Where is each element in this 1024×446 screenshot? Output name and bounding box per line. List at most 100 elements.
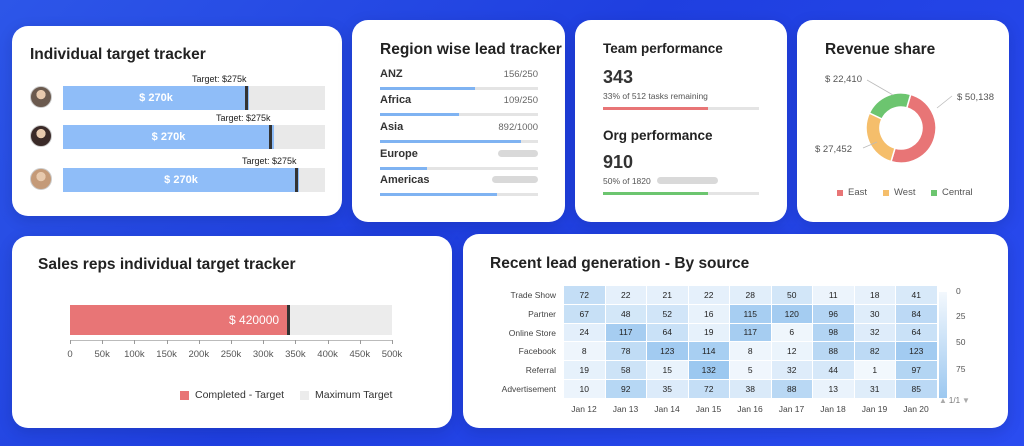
- heatmap-cell[interactable]: 11: [813, 286, 854, 304]
- heatmap-cell[interactable]: 52: [647, 304, 688, 323]
- team-performance-progress: [603, 107, 759, 110]
- region-progress-fill: [380, 87, 475, 90]
- heatmap-cell[interactable]: 88: [813, 342, 854, 361]
- heatmap-cell[interactable]: 98: [813, 323, 854, 342]
- heatmap-cell[interactable]: 32: [854, 323, 895, 342]
- donut-slice-central[interactable]: [868, 92, 912, 121]
- heatmap-cell[interactable]: 117: [605, 323, 646, 342]
- heatmap-cell[interactable]: 64: [896, 323, 937, 342]
- heatmap-cell[interactable]: 72: [564, 286, 605, 304]
- heatmap-cell[interactable]: 31: [854, 380, 895, 398]
- sales-reps-target-title: Sales reps individual target tracker: [38, 256, 296, 273]
- heatmap-cell[interactable]: 123: [896, 342, 937, 361]
- completed-target-marker: [287, 305, 291, 335]
- region-value: 892/1000: [498, 122, 538, 133]
- heatmap-cell[interactable]: 18: [854, 286, 895, 304]
- heatmap-cell[interactable]: 58: [605, 361, 646, 379]
- heatmap-column-label: Jan 17: [778, 404, 805, 414]
- heatmap-cell[interactable]: 78: [605, 342, 646, 361]
- heatmap-cell[interactable]: 64: [647, 323, 688, 342]
- heatmap-cell[interactable]: 13: [813, 380, 854, 398]
- heatmap-cell[interactable]: 30: [854, 304, 895, 323]
- donut-slice-west[interactable]: [865, 112, 896, 163]
- heatmap-cell[interactable]: 6: [771, 323, 812, 342]
- heatmap-cell[interactable]: 97: [896, 361, 937, 379]
- heatmap-cell[interactable]: 123: [647, 342, 688, 361]
- heatmap-cell[interactable]: 21: [647, 286, 688, 304]
- heatmap-cell[interactable]: 19: [688, 323, 729, 342]
- legend-maximum-label: Maximum Target: [315, 389, 393, 401]
- heatmap-column-label: Jan 12: [571, 404, 597, 414]
- heatmap-cell[interactable]: 114: [688, 342, 729, 361]
- heatmap-cell[interactable]: 38: [730, 380, 771, 398]
- heatmap-cell[interactable]: 82: [854, 342, 895, 361]
- heatmap-row-label: Partner: [528, 308, 556, 319]
- team-performance-subtitle: 33% of 512 tasks remaining: [603, 91, 708, 101]
- x-axis-tick-label: 300k: [252, 349, 274, 360]
- heatmap-cell[interactable]: 5: [730, 361, 771, 379]
- page-up-icon[interactable]: ▲: [939, 396, 947, 405]
- heatmap-cell[interactable]: 41: [896, 286, 937, 304]
- heatmap-pagination[interactable]: ▲ 1/1 ▼: [939, 396, 970, 405]
- heatmap-cell[interactable]: 35: [647, 380, 688, 398]
- heatmap-cell[interactable]: 44: [813, 361, 854, 379]
- sales-reps-target-card: Sales reps individual target tracker $ 4…: [12, 236, 452, 428]
- x-axis-tick-mark: [70, 340, 71, 344]
- heatmap-cell[interactable]: 22: [605, 286, 646, 304]
- region-name: ANZ: [380, 68, 403, 80]
- page-indicator: 1/1: [948, 396, 961, 405]
- heatmap-cell[interactable]: 1: [854, 361, 895, 379]
- target-tracker-row: $ 270k Target: $275k: [30, 74, 326, 110]
- heatmap-cell[interactable]: 85: [896, 380, 937, 398]
- heatmap-cell[interactable]: 84: [896, 304, 937, 323]
- target-label: Target: $275k: [242, 156, 297, 166]
- org-performance-title: Org performance: [603, 128, 713, 143]
- heatmap-scale-label: 25: [956, 311, 966, 321]
- heatmap-cell[interactable]: 72: [688, 380, 729, 398]
- region-row-africa: Africa 109/250: [380, 94, 538, 120]
- heatmap-column-label: Jan 16: [737, 404, 763, 414]
- region-value-placeholder: [498, 150, 538, 157]
- target-track: $ 270k: [63, 168, 325, 192]
- heatmap-cell[interactable]: 12: [771, 342, 812, 361]
- heatmap-cell[interactable]: 67: [564, 304, 605, 323]
- x-axis-tick-mark: [295, 340, 297, 344]
- heatmap-cell[interactable]: 19: [564, 361, 605, 379]
- target-tracker-row: $ 270k Target: $275k: [30, 156, 326, 192]
- region-row-americas: Americas: [380, 174, 538, 200]
- region-row-asia: Asia 892/1000: [380, 121, 538, 147]
- heatmap-cell[interactable]: 132: [688, 361, 729, 379]
- heatmap-cell[interactable]: 16: [688, 304, 729, 323]
- region-name: Europe: [380, 148, 418, 160]
- heatmap-cell[interactable]: 8: [730, 342, 771, 361]
- heatmap-cell[interactable]: 15: [647, 361, 688, 379]
- heatmap-cell[interactable]: 120: [771, 304, 812, 323]
- page-down-icon[interactable]: ▼: [962, 396, 970, 405]
- heatmap-cell[interactable]: 8: [564, 342, 605, 361]
- heatmap-cell[interactable]: 92: [605, 380, 646, 398]
- heatmap-cell[interactable]: 96: [813, 304, 854, 323]
- heatmap-cell[interactable]: 28: [730, 286, 771, 304]
- legend-west-label: West: [894, 187, 916, 198]
- heatmap-cell[interactable]: 117: [730, 323, 771, 342]
- heatmap-cell[interactable]: 24: [564, 323, 605, 342]
- heatmap-cell[interactable]: 50: [771, 286, 812, 304]
- donut-slice-east[interactable]: [890, 93, 937, 164]
- heatmap-cell[interactable]: 10: [564, 380, 605, 398]
- region-value-placeholder: [492, 176, 538, 183]
- target-marker: [269, 125, 272, 149]
- avatar: [30, 86, 52, 108]
- heatmap-column-label: Jan 19: [861, 404, 888, 414]
- legend-east-swatch: [837, 189, 843, 196]
- heatmap-cell[interactable]: 22: [688, 286, 729, 304]
- target-marker: [295, 168, 298, 192]
- heatmap-cell[interactable]: 88: [771, 380, 812, 398]
- individual-target-tracker-title: Individual target tracker: [30, 46, 206, 63]
- heatmap-cell[interactable]: 32: [771, 361, 812, 379]
- x-axis-tick-label: 200k: [188, 349, 210, 360]
- heatmap-cell[interactable]: 115: [730, 304, 771, 323]
- x-axis-tick-mark: [359, 340, 361, 344]
- x-axis-tick-mark: [392, 340, 393, 344]
- heatmap-scale-label: 75: [956, 364, 966, 374]
- heatmap-cell[interactable]: 48: [605, 304, 646, 323]
